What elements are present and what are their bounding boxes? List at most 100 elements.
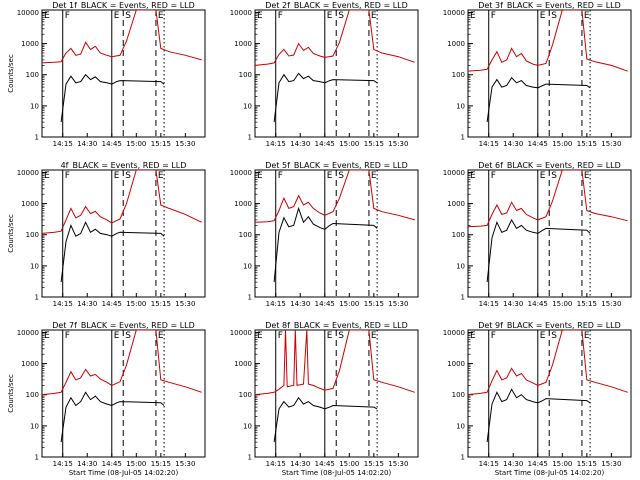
interval-letter: E (540, 171, 546, 181)
x-tick-label: 14:15 (266, 460, 286, 468)
panel-title: Det 6f_BLACK = Events, RED = LLD (478, 161, 621, 170)
y-tick-label: 1000 (21, 40, 39, 48)
interval-letter: F (491, 171, 496, 181)
x-tick-label: 15:00 (552, 460, 572, 468)
interval-letter: S (338, 11, 344, 21)
x-tick-label: 15:30 (388, 300, 408, 308)
interval-letter: E (584, 331, 590, 341)
y-tick-label: 1000 (447, 200, 465, 208)
x-tick-label: 15:00 (552, 140, 572, 148)
y-tick-label: 10000 (17, 329, 39, 337)
lld-series-line (42, 170, 202, 234)
y-tick-label: 1 (35, 294, 39, 302)
x-tick-label: 14:30 (290, 460, 310, 468)
lld-series-line (468, 330, 628, 396)
interval-letter: E (540, 331, 546, 341)
x-tick-label: 15:15 (151, 460, 171, 468)
y-tick-label: 1 (35, 454, 39, 462)
interval-letter: S (551, 11, 557, 21)
x-tick-label: 14:15 (479, 460, 499, 468)
x-tick-label: 14:15 (479, 140, 499, 148)
x-tick-label: 14:15 (266, 140, 286, 148)
events-series-line (273, 206, 378, 283)
interval-letter: E (158, 171, 164, 181)
y-tick-label: 10000 (230, 9, 252, 17)
panel-title: Det 2f_BLACK = Events, RED = LLD (265, 1, 408, 10)
y-tick-label: 1 (461, 134, 465, 142)
x-tick-label: 15:00 (339, 300, 359, 308)
interval-letter: E (257, 331, 263, 341)
y-tick-label: 10000 (443, 9, 465, 17)
y-tick-label: 10 (456, 262, 465, 270)
y-tick-label: 1 (461, 454, 465, 462)
x-tick-label: 15:30 (388, 460, 408, 468)
y-tick-label: 1 (461, 294, 465, 302)
interval-letter: E (371, 171, 377, 181)
lld-series-line (42, 330, 202, 396)
x-tick-label: 15:30 (601, 300, 621, 308)
x-tick-label: 14:45 (315, 140, 335, 148)
y-tick-label: 10000 (230, 169, 252, 177)
interval-letter: E (114, 331, 120, 341)
x-tick-label: 14:30 (503, 140, 523, 148)
x-tick-label: 14:15 (53, 300, 73, 308)
lightcurve-chart: Det 2f_BLACK = Events, RED = LLD 1 10 100 10… (230, 1, 419, 148)
interval-letter: F (278, 11, 283, 21)
x-tick-label: 15:00 (339, 460, 359, 468)
y-tick-label: 10 (243, 262, 252, 270)
interval-letter: E (44, 11, 50, 21)
interval-letter: E (371, 331, 377, 341)
x-tick-label: 15:00 (552, 300, 572, 308)
x-tick-label: 14:45 (528, 140, 548, 148)
x-tick-label: 14:15 (479, 300, 499, 308)
x-tick-label: 15:00 (126, 300, 146, 308)
panel-title: Det 8f_BLACK = Events, RED = LLD (265, 321, 408, 330)
interval-letter: F (65, 11, 70, 21)
x-tick-label: 15:15 (577, 140, 597, 148)
detector-panel: Det 2f_BLACK = Events, RED = LLD 1 10 100 10… (213, 0, 426, 160)
y-tick-label: 10000 (230, 329, 252, 337)
x-tick-label: 14:45 (315, 460, 335, 468)
interval-letter: S (125, 331, 131, 341)
lld-series-line (255, 170, 415, 223)
panel-title: Det 1f_BLACK = Events, RED = LLD (52, 1, 195, 10)
x-tick-label: 14:45 (315, 300, 335, 308)
y-tick-label: 100 (452, 71, 465, 79)
y-tick-label: 1000 (234, 360, 252, 368)
panel-title: Det 5f_BLACK = Events, RED = LLD (265, 161, 408, 170)
detector-panel: Det 1f_BLACK = Events, RED = LLD 1 10 100 10… (0, 0, 213, 160)
y-tick-label: 1000 (21, 200, 39, 208)
x-tick-label: 15:30 (388, 140, 408, 148)
interval-letter: E (114, 11, 120, 21)
detector-panel: Det 7f_BLACK = Events, RED = LLD 1 10 100 10… (0, 320, 213, 480)
x-tick-label: 14:30 (503, 300, 523, 308)
lightcurve-chart: Det 8f_BLACK = Events, RED = LLD 1 10 100 10… (230, 321, 419, 477)
y-tick-label: 10000 (17, 169, 39, 177)
panel-title: Det 7f_BLACK = Events, RED = LLD (52, 321, 195, 330)
x-axis-label: Start Time (08-Jul-05 14:02:20) (69, 469, 179, 477)
y-tick-label: 10 (456, 422, 465, 430)
x-tick-label: 14:15 (266, 300, 286, 308)
interval-letter: E (584, 171, 590, 181)
interval-letter: S (338, 331, 344, 341)
panel-title: 4f_BLACK = Events, RED = LLD (61, 161, 187, 170)
x-tick-label: 14:30 (290, 140, 310, 148)
lld-series-line (468, 10, 628, 72)
interval-letter: E (371, 11, 377, 21)
events-series-line (273, 396, 378, 443)
y-tick-label: 10 (30, 102, 39, 110)
detector-panel: Det 8f_BLACK = Events, RED = LLD 1 10 100 10… (213, 320, 426, 480)
y-tick-label: 10000 (443, 329, 465, 337)
x-tick-label: 14:30 (77, 300, 97, 308)
events-series-line (486, 388, 591, 443)
interval-letter: S (125, 171, 131, 181)
events-series-line (486, 76, 591, 123)
y-tick-label: 100 (239, 71, 252, 79)
y-tick-label: 1000 (21, 360, 39, 368)
x-tick-label: 14:45 (102, 300, 122, 308)
x-tick-label: 15:30 (175, 460, 195, 468)
panel-title: Det 3f_BLACK = Events, RED = LLD (478, 1, 621, 10)
interval-letter: S (125, 11, 131, 21)
x-tick-label: 15:15 (151, 300, 171, 308)
y-tick-label: 10000 (443, 169, 465, 177)
